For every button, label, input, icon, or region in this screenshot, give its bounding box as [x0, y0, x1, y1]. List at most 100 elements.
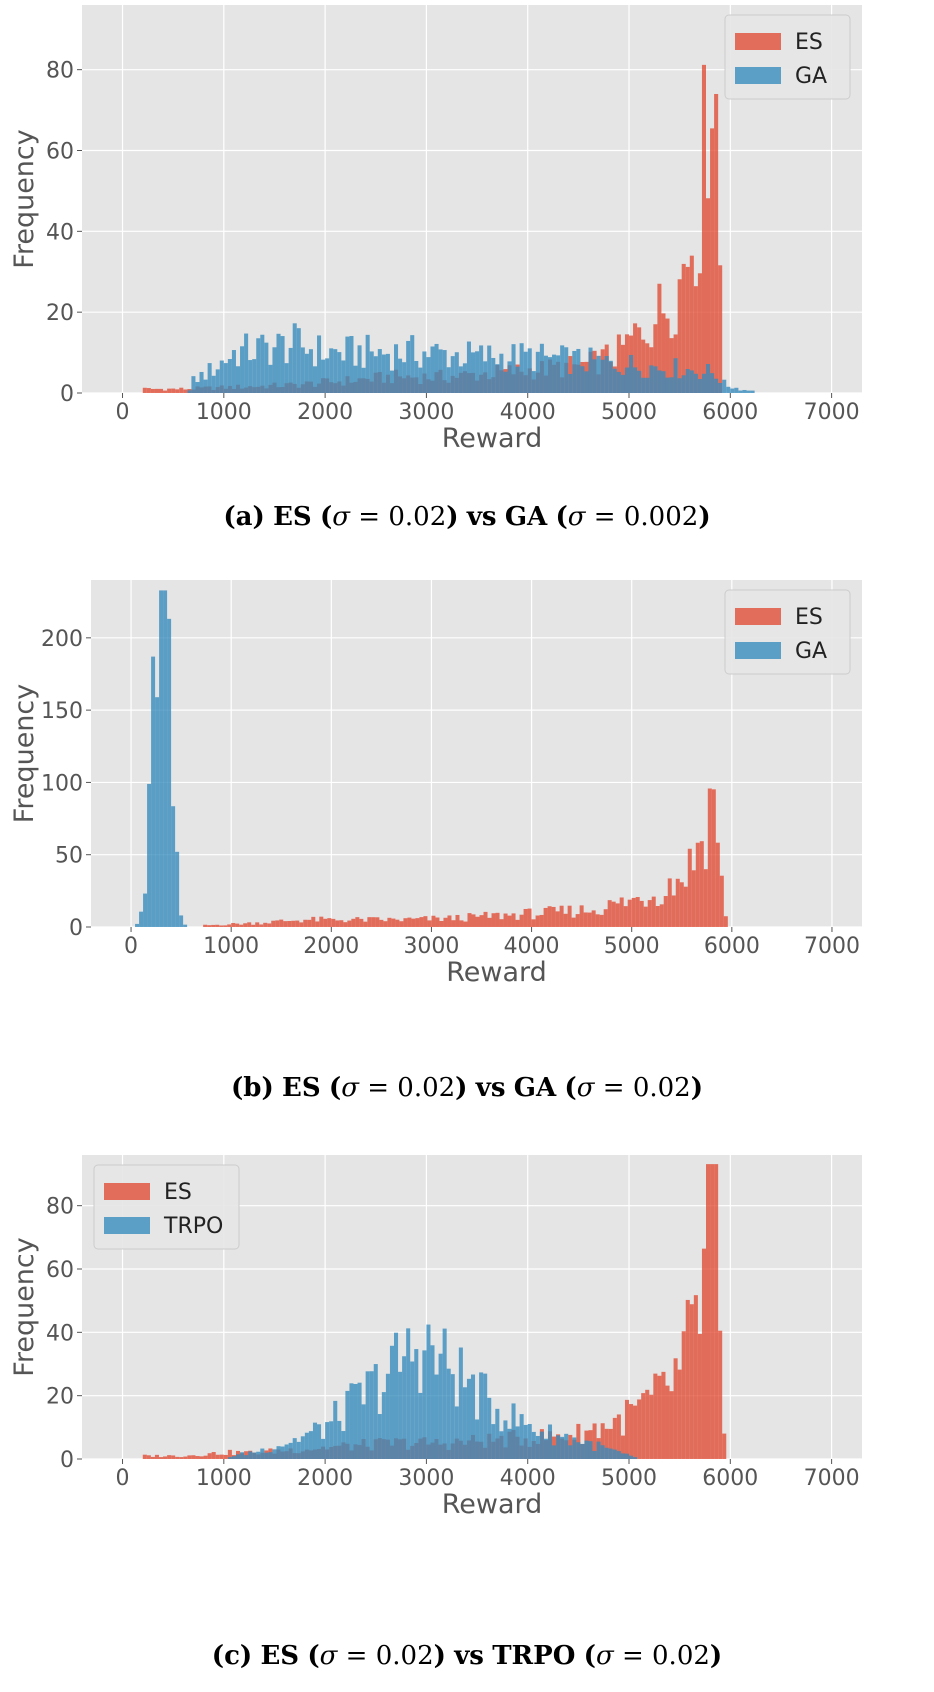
caption-rhs: GA: [504, 502, 548, 532]
histogram-chart-c: 0 1000 2000 3000 4000 5000 6000 7000 0 20 40 60 80 Re…: [9, 1155, 862, 1520]
x-tick-label: 0: [116, 400, 130, 425]
caption-rhs: TRPO: [492, 1641, 576, 1671]
histogram-bar: [559, 905, 564, 927]
histogram-bar: [697, 1333, 702, 1459]
histogram-bar: [483, 361, 488, 393]
histogram-bar: [466, 341, 471, 393]
x-axis-label: Reward: [442, 1489, 543, 1520]
histogram-bar: [659, 904, 664, 927]
histogram-bar: [633, 1405, 638, 1459]
y-tick-label: 40: [46, 220, 74, 245]
histogram-bar: [287, 920, 292, 927]
series-ga: [135, 590, 188, 927]
histogram-bar: [552, 354, 557, 393]
legend-swatch: [735, 67, 781, 84]
histogram-bar: [555, 911, 560, 927]
histogram-bar: [703, 869, 708, 927]
histogram-bar: [583, 912, 588, 927]
histogram-bar: [629, 1404, 634, 1459]
histogram-bar: [147, 783, 152, 927]
chart-panel-c: 0 1000 2000 3000 4000 5000 6000 7000 0 20 40 60 80 Re…: [0, 1150, 934, 1692]
histogram-bar: [159, 590, 164, 927]
histogram-bar: [365, 1371, 370, 1459]
histogram-bar: [571, 917, 576, 927]
histogram-bar: [657, 283, 662, 393]
y-tick-label: 20: [46, 1385, 74, 1410]
histogram-bar: [591, 910, 596, 927]
histogram-bar: [335, 920, 340, 927]
histogram-bar: [179, 915, 184, 927]
histogram-bar: [616, 371, 621, 393]
histogram-bar: [399, 921, 404, 927]
histogram-bar: [264, 342, 269, 393]
histogram-bar: [675, 878, 680, 927]
histogram-bar: [527, 348, 532, 393]
histogram-bar: [167, 388, 172, 393]
histogram-bar: [535, 1435, 540, 1459]
legend-box: [724, 589, 851, 675]
histogram-bar: [349, 336, 354, 393]
histogram-bar: [683, 886, 688, 927]
histogram-bar: [142, 1454, 147, 1459]
histogram-bar: [681, 1331, 686, 1459]
histogram-bar: [714, 93, 719, 393]
histogram-bar: [531, 919, 536, 927]
histogram-bar: [624, 1453, 630, 1459]
histogram-bar: [311, 916, 316, 927]
histogram-bar: [454, 352, 459, 393]
histogram-bar: [381, 1392, 386, 1459]
caption-lhs: ES: [273, 502, 312, 532]
caption-lhs: ES: [260, 1641, 300, 1671]
histogram-bar: [143, 893, 148, 927]
histogram-bar: [479, 345, 484, 393]
histogram-bar: [467, 913, 472, 927]
histogram-bar: [315, 921, 320, 927]
histogram-bar: [641, 1393, 646, 1459]
histogram-bar: [568, 373, 573, 393]
histogram-bar: [499, 919, 504, 927]
histogram-bar: [620, 1453, 625, 1459]
caption-rhs: GA: [513, 1073, 557, 1103]
histogram-bar: [503, 913, 508, 927]
histogram-bar: [280, 1446, 285, 1459]
histogram-bar: [288, 1442, 293, 1459]
histogram-bar: [215, 924, 220, 927]
histogram-bar: [423, 916, 428, 927]
histogram-bar: [373, 356, 378, 393]
histogram-bar: [280, 336, 285, 393]
histogram-bar: [495, 364, 500, 393]
caption-vs: vs: [454, 1641, 484, 1671]
histogram-bar: [685, 266, 690, 393]
histogram-bar: [215, 369, 220, 393]
histogram-bar: [458, 1347, 463, 1459]
histogram-bar: [620, 344, 625, 393]
histogram-bar: [503, 371, 508, 393]
histogram-bar: [515, 1426, 520, 1459]
y-axis-label: Frequency: [9, 1237, 40, 1377]
histogram-chart-a: 0 1000 2000 3000 4000 5000 6000 7000 0 20 40 60 80 Re…: [9, 5, 862, 454]
series-ga: [187, 323, 755, 393]
histogram-bar: [608, 1448, 613, 1459]
histogram-bar: [466, 1378, 471, 1459]
histogram-bar: [503, 1420, 508, 1459]
histogram-bar: [171, 806, 176, 927]
histogram-bar: [693, 286, 698, 393]
histogram-bar: [596, 355, 601, 393]
histogram-bar: [227, 1449, 232, 1459]
histogram-bar: [375, 917, 380, 927]
histogram-bar: [333, 349, 338, 393]
histogram-bar: [171, 1455, 176, 1459]
histogram-bar: [223, 1454, 228, 1459]
histogram-bar: [575, 914, 580, 927]
histogram-bar: [199, 1456, 204, 1459]
histogram-bar: [450, 356, 455, 393]
histogram-bar: [272, 1449, 277, 1459]
x-tick-label: 6000: [702, 400, 758, 425]
histogram-bar: [256, 1451, 261, 1459]
histogram-bar: [543, 1438, 548, 1459]
histogram-bar: [631, 897, 636, 927]
histogram-bar: [299, 922, 304, 927]
histogram-bar: [227, 924, 232, 927]
histogram-bar: [592, 359, 597, 393]
histogram-bar: [691, 870, 696, 927]
